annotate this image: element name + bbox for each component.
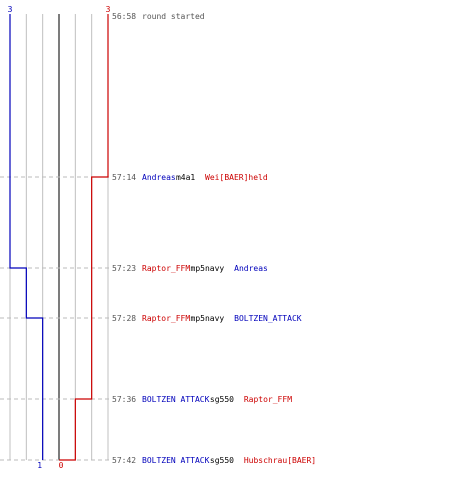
event-text-segment: mp5navy [191, 264, 225, 273]
event-text-segment: Raptor_FFM [244, 395, 292, 404]
event-text-segment: BOLTZEN ATTACK [142, 395, 210, 404]
event-time: 56:58 [112, 12, 136, 21]
event-labels: 56:58 round started 57:14 Andreas m4a1 Wei[… [112, 12, 316, 465]
event-text-segment: m4a1 [176, 173, 195, 182]
team-a-start-count: 3 [8, 5, 13, 14]
event-text-segment: BOLTZEN_ATTACK [234, 314, 302, 323]
event-time: 57:28 [112, 314, 136, 323]
event-time: 57:23 [112, 264, 136, 273]
team-b-start-count: 3 [106, 5, 111, 14]
event-time: 57:42 [112, 456, 136, 465]
event-time: 57:14 [112, 173, 136, 182]
event-text-segment: BOLTZEN ATTACK [142, 456, 210, 465]
event-text-segment: mp5navy [191, 314, 225, 323]
team-a-end-count: 1 [37, 461, 42, 470]
team-b-end-count: 0 [59, 461, 64, 470]
grid-lines [9, 14, 109, 460]
event-time: 57:36 [112, 395, 136, 404]
event-text-segment: Andreas [142, 173, 176, 182]
event-text-segment: Hubschrau[BAER] [244, 456, 316, 465]
event-text-segment: round started [142, 12, 205, 21]
event-text-segment: Andreas [234, 264, 268, 273]
event-text-segment: Wei[BAER]held [205, 173, 268, 182]
event-guide-lines [0, 176, 110, 461]
event-text-segment: sg550 [210, 395, 234, 404]
team-series [9, 14, 109, 461]
event-text-segment: sg550 [210, 456, 234, 465]
event-text-segment: Raptor_FFM [142, 314, 190, 323]
team-b-series-line [59, 14, 109, 461]
event-text-segment: Raptor_FFM [142, 264, 190, 273]
player-counts: 3 3 1 0 [8, 5, 111, 470]
team-a-series-line [9, 14, 44, 460]
